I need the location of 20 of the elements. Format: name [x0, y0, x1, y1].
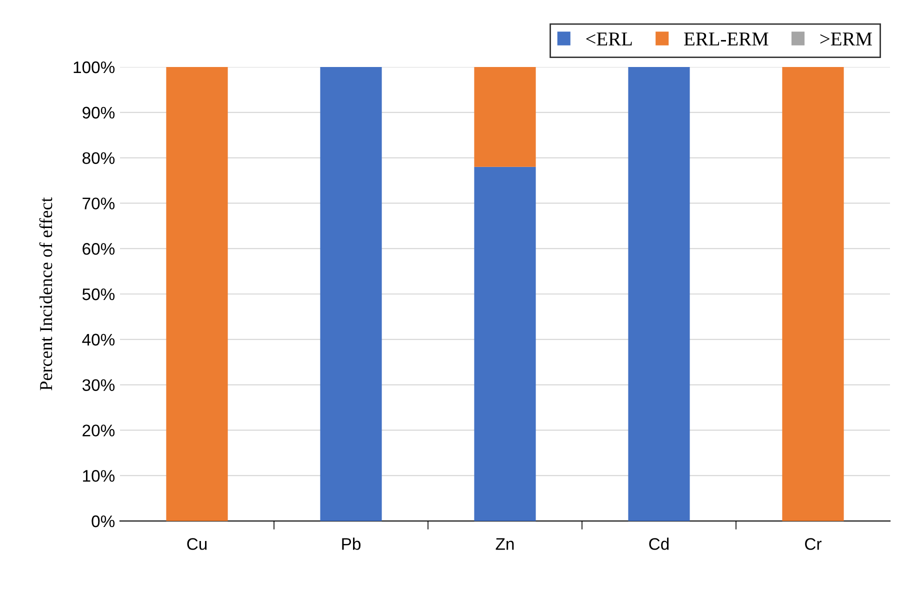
x-tick-label: Cu: [187, 538, 207, 550]
y-tick-label: 70%: [82, 198, 115, 210]
y-tick-label: 20%: [82, 424, 115, 436]
y-tick-label: 60%: [82, 243, 115, 255]
y-tick-label: 30%: [82, 379, 115, 392]
x-tick-label: Pb: [342, 538, 360, 550]
y-tick-label: 0%: [92, 515, 115, 528]
y-axis-title: Percent Incidence of effect: [39, 197, 52, 390]
legend-label: <ERL: [586, 32, 632, 46]
x-tick-label: Zn: [496, 538, 514, 550]
y-tick-label: 90%: [82, 106, 115, 119]
x-tick-label: Cr: [805, 538, 822, 550]
x-tick-label: Cd: [649, 538, 669, 550]
y-tick-label: 40%: [82, 334, 115, 346]
legend-label: ERL-ERM: [684, 32, 768, 46]
y-tick-label: 50%: [82, 288, 115, 300]
y-tick-label: 10%: [83, 470, 115, 482]
legend-label: >ERM: [820, 32, 872, 46]
y-tick-label: 100%: [74, 61, 115, 74]
y-tick-label: 80%: [82, 152, 115, 164]
